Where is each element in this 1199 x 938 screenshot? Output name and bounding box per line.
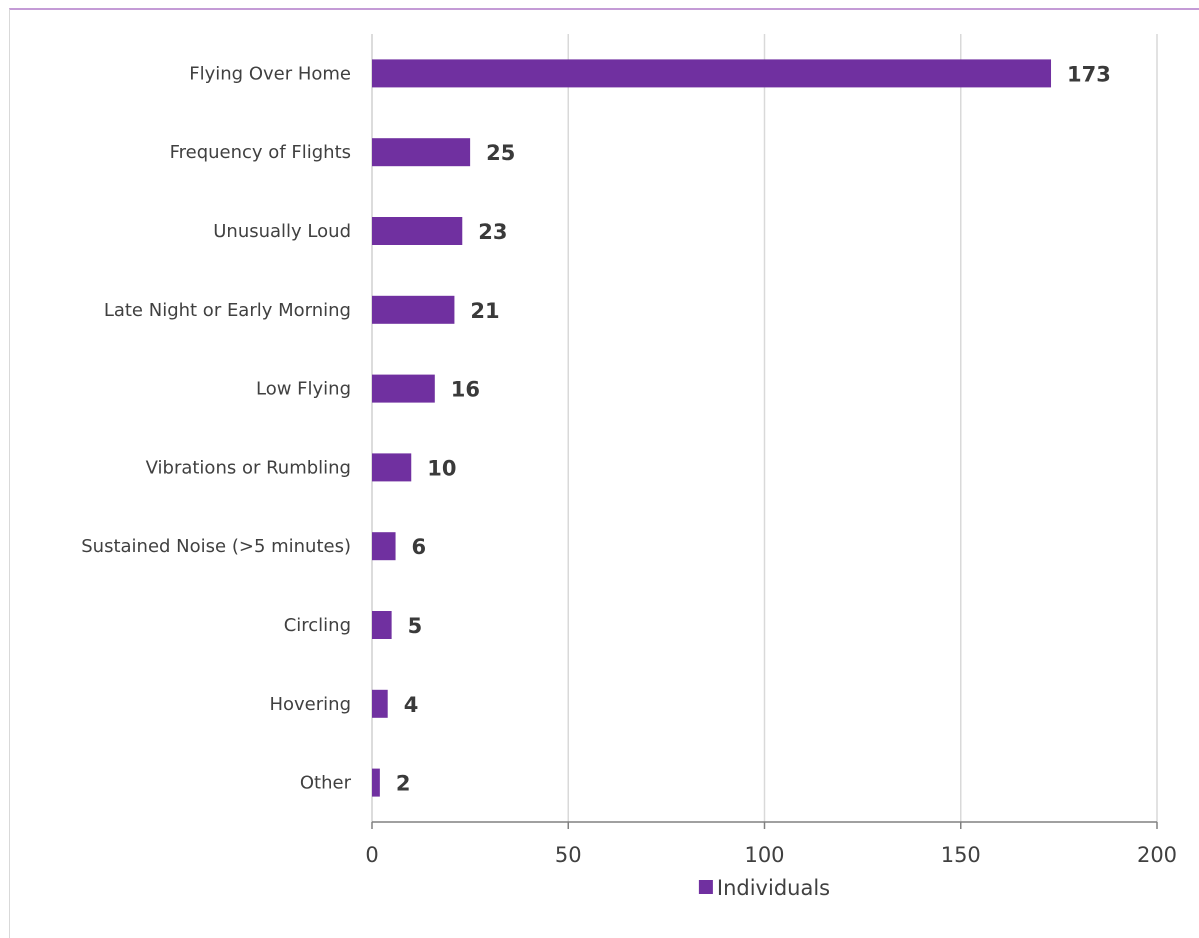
category-label: Circling — [284, 615, 351, 636]
bar — [372, 768, 380, 797]
data-label: 21 — [470, 299, 499, 323]
data-label: 2 — [396, 772, 411, 796]
x-tick-label: 0 — [365, 843, 378, 867]
data-label: 10 — [427, 456, 456, 480]
category-label: Other — [300, 773, 352, 794]
bar — [372, 295, 455, 324]
x-tick-label: 50 — [555, 843, 582, 867]
legend: Individuals — [698, 876, 830, 900]
category-label: Late Night or Early Morning — [104, 300, 351, 321]
bar — [372, 374, 435, 403]
data-label: 6 — [412, 535, 427, 559]
data-label: 4 — [404, 693, 419, 717]
category-label: Sustained Noise (>5 minutes) — [81, 536, 351, 557]
category-label: Low Flying — [256, 379, 351, 400]
legend-label: Individuals — [717, 876, 830, 900]
data-label: 173 — [1067, 62, 1111, 86]
bar — [372, 217, 463, 245]
category-label: Vibrations or Rumbling — [146, 457, 351, 478]
data-label: 23 — [478, 220, 507, 244]
data-label: 25 — [486, 141, 515, 165]
bar — [372, 59, 1052, 88]
data-label: 5 — [408, 614, 423, 638]
x-tick-label: 150 — [941, 843, 981, 867]
bar — [372, 532, 396, 561]
bar — [372, 611, 392, 639]
legend-swatch — [698, 880, 713, 894]
bar — [372, 138, 471, 167]
chart-frame — [9, 8, 1199, 938]
x-tick-label: 200 — [1137, 843, 1177, 867]
category-label: Hovering — [269, 694, 351, 715]
category-label: Frequency of Flights — [170, 142, 351, 163]
category-label: Flying Over Home — [189, 63, 351, 84]
x-tick-label: 100 — [744, 843, 784, 867]
data-label: 16 — [451, 378, 480, 402]
bar — [372, 689, 388, 718]
category-label: Unusually Loud — [213, 221, 351, 242]
bar — [372, 453, 412, 482]
